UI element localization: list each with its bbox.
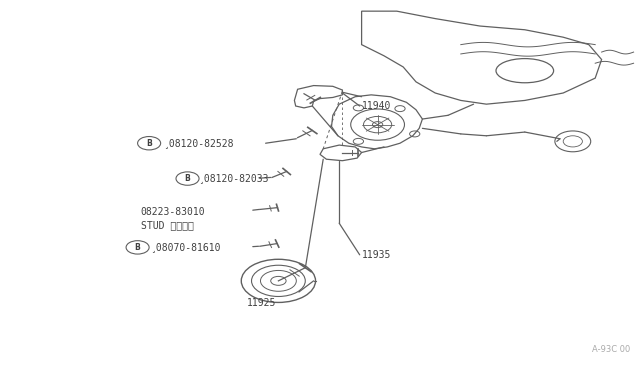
Text: B: B [185, 174, 190, 183]
Text: B: B [147, 139, 152, 148]
Text: 11925: 11925 [246, 298, 276, 308]
Text: 08223-83010: 08223-83010 [141, 207, 205, 217]
Text: 11935: 11935 [362, 250, 391, 260]
Text: STUD スタッド: STUD スタッド [141, 220, 194, 230]
Text: 11940: 11940 [362, 101, 391, 111]
Text: B: B [135, 243, 140, 252]
Text: A-93C 00: A-93C 00 [592, 345, 630, 354]
Text: ¸08120-82528: ¸08120-82528 [163, 138, 234, 148]
Text: ¸08070-81610: ¸08070-81610 [150, 243, 221, 252]
Text: ¸08120-82033: ¸08120-82033 [198, 174, 269, 183]
